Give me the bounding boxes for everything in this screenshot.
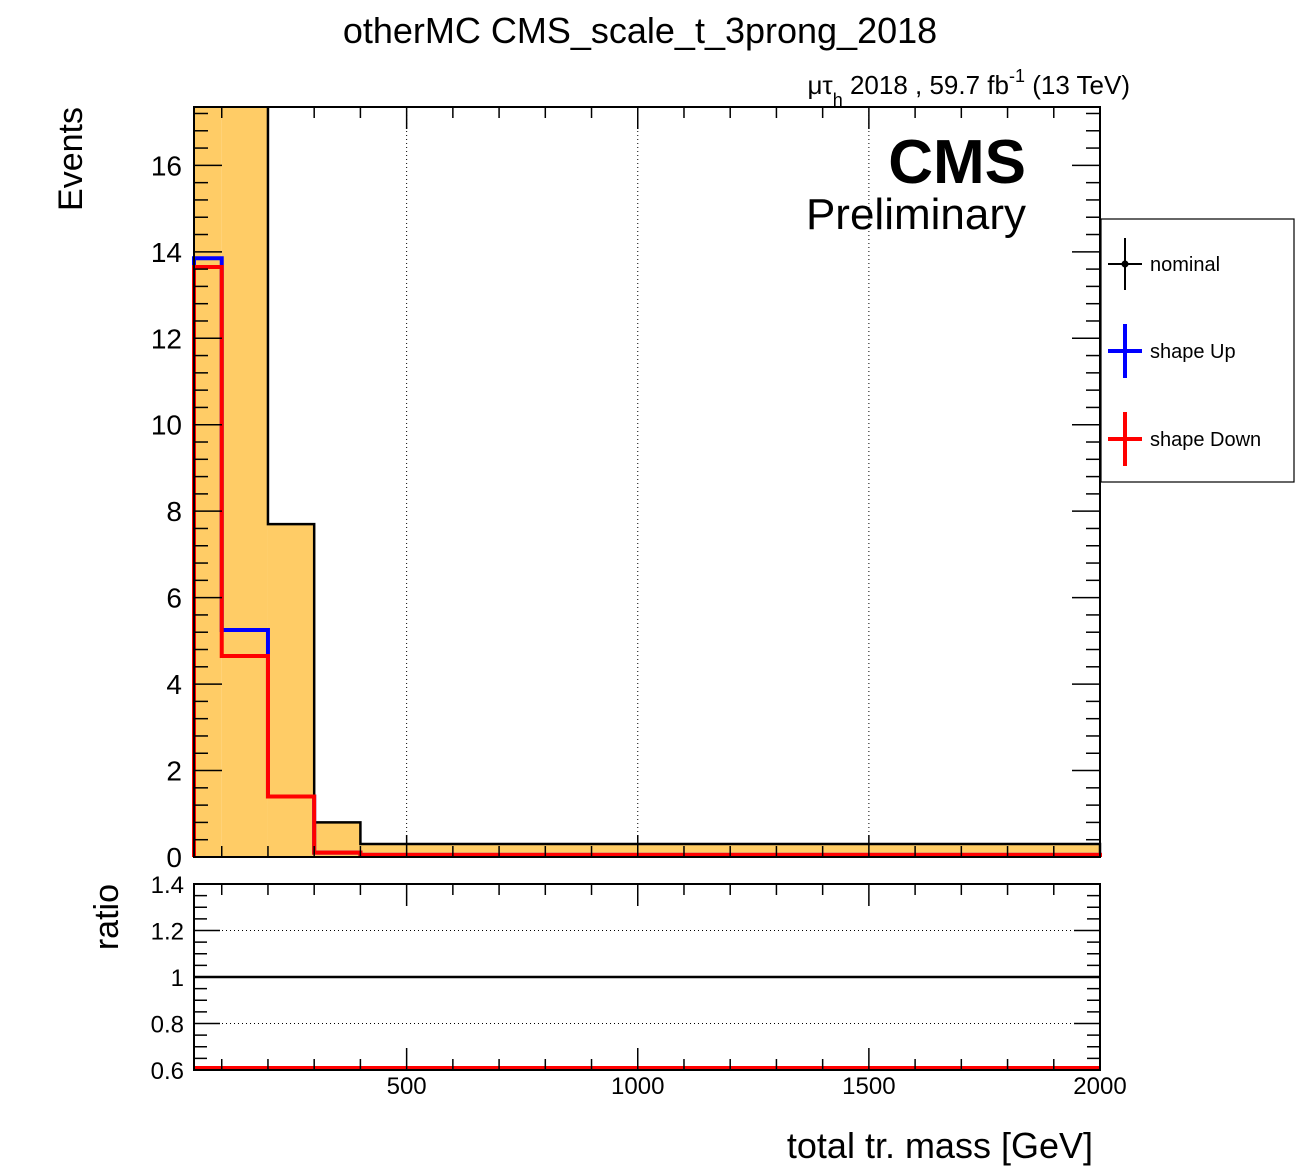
main-ytick-label-10: 10 bbox=[151, 410, 182, 441]
main-ytick-label-2: 2 bbox=[166, 756, 182, 787]
energy-label: (13 TeV) bbox=[1025, 70, 1130, 100]
main-ytick-label-6: 6 bbox=[166, 583, 182, 614]
main-histograms bbox=[192, 107, 1102, 857]
legend-up-label: shape Up bbox=[1150, 341, 1236, 363]
ratio-grid bbox=[194, 930, 1100, 1024]
cms-label: CMS bbox=[888, 128, 1026, 197]
main-frame bbox=[193, 106, 1101, 858]
lumi-exponent: -1 bbox=[1009, 66, 1025, 86]
legend-nominal-label: nominal bbox=[1150, 254, 1220, 276]
ratio-xtick-label-2000: 2000 bbox=[1073, 1073, 1126, 1100]
shape-down-line bbox=[192, 264, 1102, 857]
lumi-label: μτh 2018 , 59.7 fb-1 (13 TeV) bbox=[807, 66, 1130, 110]
legend-down-label: shape Down bbox=[1150, 429, 1261, 451]
channel-subscript: h bbox=[833, 90, 843, 110]
nominal-outline bbox=[266, 107, 1102, 857]
nominal-bar-1 bbox=[221, 107, 268, 857]
ratio-x-tick-labels: 500 1000 1500 2000 bbox=[387, 1073, 1127, 1100]
ratio-ytick-label-1: 1 bbox=[171, 965, 184, 992]
ratio-lines bbox=[194, 975, 1100, 1070]
ratio-ytick-label-1.2: 1.2 bbox=[151, 919, 184, 946]
ratio-ticks bbox=[194, 883, 1101, 1071]
legend-entry-down: shape Down bbox=[1108, 412, 1261, 466]
nominal-bar-0 bbox=[194, 107, 222, 857]
ratio-ytick-label-0.6: 0.6 bbox=[151, 1058, 184, 1085]
y-axis-label: Events bbox=[52, 107, 90, 211]
preliminary-label: Preliminary bbox=[806, 190, 1026, 239]
shape-up-line bbox=[192, 256, 1102, 857]
main-ytick-label-0: 0 bbox=[166, 842, 182, 873]
ratio-panel: 0.6 0.8 1 1.2 1.4 500 1000 1500 2000 ratio tota… bbox=[88, 872, 1127, 1166]
legend-nominal-marker bbox=[1121, 260, 1129, 268]
main-grid bbox=[406, 107, 870, 857]
ratio-y-axis-label: ratio bbox=[88, 884, 126, 950]
ratio-ytick-label-0.8: 0.8 bbox=[151, 1012, 184, 1039]
legend-entry-nominal: nominal bbox=[1108, 238, 1220, 290]
legend-entry-up: shape Up bbox=[1108, 324, 1236, 378]
main-ytick-label-16: 16 bbox=[151, 150, 182, 181]
main-ytick-label-14: 14 bbox=[151, 237, 182, 268]
chart-title: otherMC CMS_scale_t_3prong_2018 bbox=[343, 10, 937, 51]
x-axis-label: total tr. mass [GeV] bbox=[787, 1125, 1093, 1166]
ratio-xtick-label-1000: 1000 bbox=[611, 1073, 664, 1100]
ratio-y-tick-labels: 0.6 0.8 1 1.2 1.4 bbox=[151, 872, 184, 1085]
main-ytick-label-12: 12 bbox=[151, 323, 182, 354]
ratio-ytick-label-1.4: 1.4 bbox=[151, 872, 184, 899]
main-ytick-label-8: 8 bbox=[166, 496, 182, 527]
legend: nominal shape Up shape Down bbox=[1100, 218, 1295, 483]
main-panel: 0 2 4 6 8 10 12 14 16 Events CMS Preliminary bbox=[52, 106, 1102, 873]
channel-label: μτ bbox=[807, 70, 833, 100]
nominal-bar-2 bbox=[267, 524, 315, 857]
main-ytick-label-4: 4 bbox=[166, 669, 182, 700]
main-y-tick-labels: 0 2 4 6 8 10 12 14 16 bbox=[151, 150, 182, 873]
ratio-xtick-label-1500: 1500 bbox=[842, 1073, 895, 1100]
main-ticks bbox=[194, 107, 1101, 858]
ratio-xtick-label-500: 500 bbox=[387, 1073, 427, 1100]
lumi-text: 2018 , 59.7 fb bbox=[843, 70, 1009, 100]
